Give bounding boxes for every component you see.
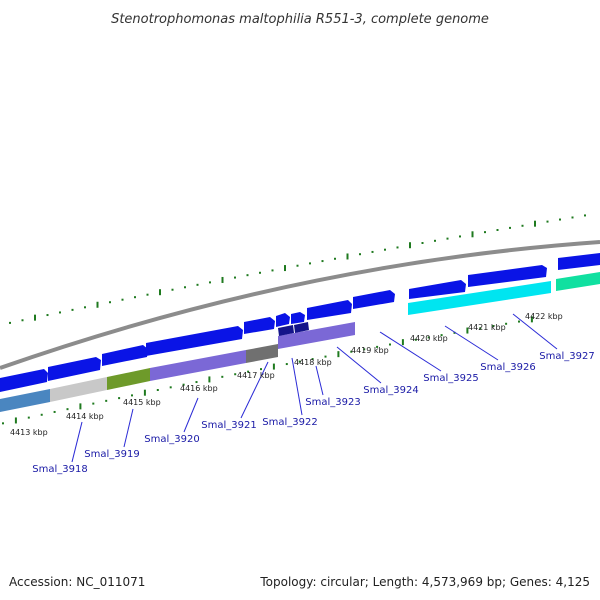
feature-block-dark[interactable]: [294, 322, 309, 333]
gene-label[interactable]: Smal_3925: [423, 373, 478, 384]
feature-block[interactable]: [107, 368, 150, 390]
forward-cds-track: [0, 253, 600, 392]
inner-tick-track: [2, 316, 533, 425]
gene-leader-line: [379, 331, 442, 372]
feature-block[interactable]: [0, 389, 50, 412]
gene-leader-line: [444, 325, 499, 361]
feature-color-track: [0, 272, 600, 412]
gene-leader-line: [240, 361, 269, 419]
gene-label[interactable]: Smal_3926: [480, 362, 535, 373]
feature-block-dark[interactable]: [278, 325, 294, 336]
feature-block[interactable]: [278, 322, 355, 349]
position-label: 4417 kbp: [237, 371, 275, 380]
accession-text: Accession: NC_011071: [9, 575, 145, 589]
gene-leader-line: [336, 346, 382, 384]
position-label: 4418 kbp: [294, 358, 332, 367]
cds-arrow[interactable]: [409, 280, 466, 299]
position-label: 4413 kbp: [10, 428, 48, 437]
feature-block[interactable]: [150, 350, 246, 381]
feature-block[interactable]: [50, 377, 107, 402]
gene-label[interactable]: Smal_3924: [363, 385, 418, 396]
gene-label[interactable]: Smal_3919: [84, 449, 139, 460]
cds-arrow[interactable]: [291, 312, 305, 324]
position-label: 4416 kbp: [180, 384, 218, 393]
map-labels: 4413 kbp 4414 kbp 4415 kbp 4416 kbp 4417 kbp…: [10, 312, 595, 475]
cds-arrow[interactable]: [307, 300, 352, 320]
gene-leader-line: [512, 313, 558, 350]
gene-leader-line: [183, 397, 199, 433]
position-label: 4420 kbp: [410, 334, 448, 343]
feature-block[interactable]: [556, 272, 600, 291]
gene-leader-line: [291, 357, 303, 416]
gene-label-lines: [71, 313, 558, 463]
genome-summary-text: Topology: circular; Length: 4,573,969 bp…: [259, 575, 590, 589]
position-label: 4415 kbp: [123, 398, 161, 407]
gene-label[interactable]: Smal_3920: [144, 434, 199, 445]
position-label: 4419 kbp: [351, 346, 389, 355]
cds-arrow[interactable]: [0, 369, 48, 392]
cds-arrow[interactable]: [558, 253, 600, 270]
position-label: 4421 kbp: [468, 323, 506, 332]
gene-label[interactable]: Smal_3922: [262, 417, 317, 428]
feature-block[interactable]: [246, 344, 278, 363]
cds-arrow[interactable]: [48, 357, 101, 381]
cds-arrow[interactable]: [353, 290, 395, 309]
cds-arrow[interactable]: [146, 326, 243, 356]
gene-leader-line: [71, 421, 83, 463]
genome-backbone: [0, 240, 600, 370]
gene-label[interactable]: Smal_3918: [32, 464, 87, 475]
gene-leader-line: [123, 408, 134, 448]
cds-arrow[interactable]: [102, 345, 148, 366]
feature-block[interactable]: [408, 281, 551, 315]
gene-label[interactable]: Smal_3923: [305, 397, 360, 408]
cds-arrow[interactable]: [244, 317, 275, 334]
map-title: Stenotrophomonas maltophilia R551-3, com…: [111, 12, 489, 27]
outer-tick-track: [9, 214, 586, 324]
cds-arrow[interactable]: [276, 313, 290, 327]
gene-label[interactable]: Smal_3921: [201, 420, 256, 431]
position-label: 4422 kbp: [525, 312, 563, 321]
gene-leader-line: [315, 365, 324, 396]
gene-label[interactable]: Smal_3927: [539, 351, 594, 362]
cds-arrow[interactable]: [468, 265, 547, 287]
position-label: 4414 kbp: [66, 412, 104, 421]
